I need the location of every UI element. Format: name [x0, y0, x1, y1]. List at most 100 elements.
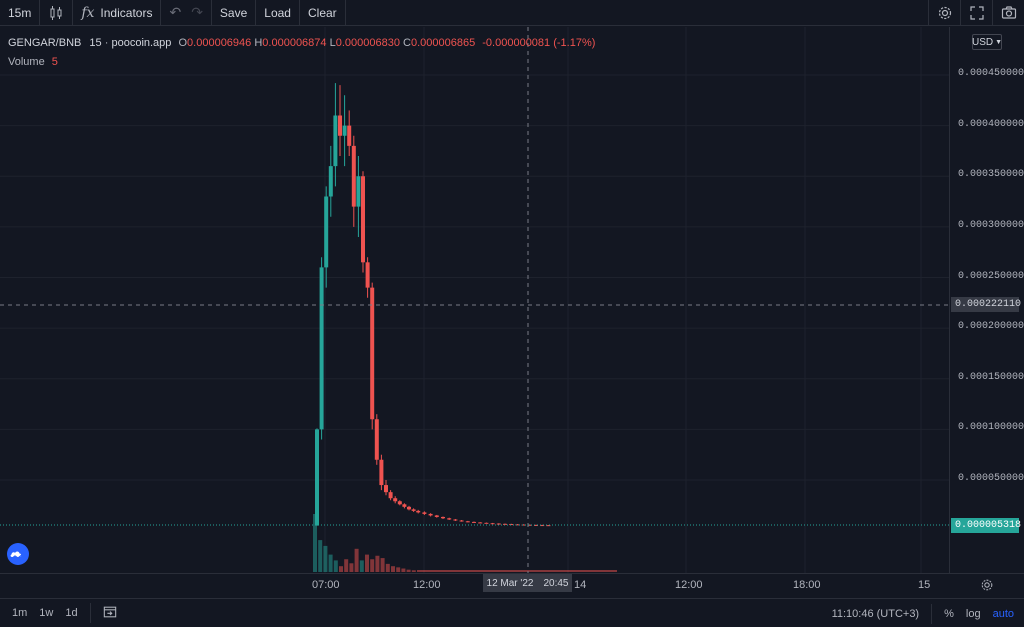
candle-body — [496, 523, 501, 525]
toolbar-divider — [72, 0, 74, 26]
tradingview-logo[interactable] — [7, 543, 29, 565]
symbol-name[interactable]: GENGAR/BNB — [8, 37, 82, 49]
candle-body — [338, 115, 342, 136]
toolbar-divider — [160, 0, 162, 26]
price-tick-label: 0.000450000 — [958, 68, 1024, 79]
candle-body — [434, 515, 439, 517]
close-label: C — [403, 37, 411, 49]
toolbar-divider — [344, 0, 346, 26]
candle-body — [361, 176, 365, 263]
gear-icon — [938, 6, 951, 20]
settings-button[interactable] — [928, 0, 960, 26]
screenshot-button[interactable] — [992, 0, 1024, 26]
indicators-button[interactable]: fx Indicators — [73, 0, 160, 26]
price-tick-label: 0.000300000 — [958, 219, 1024, 231]
candle-body — [388, 492, 393, 499]
load-button[interactable]: Load — [264, 5, 291, 20]
camera-icon — [1001, 6, 1016, 19]
top-toolbar: 15m fx Indicators ↶ ↷ Save Load Clear — [0, 0, 1024, 26]
clock[interactable]: 11:10:46 (UTC+3) — [831, 607, 920, 620]
candle-body — [319, 267, 324, 430]
crosshair-time: 20:45 — [543, 577, 569, 589]
volume-bar — [313, 514, 317, 572]
volume-bar — [417, 570, 617, 572]
bottom-right: 11:10:46 (UTC+3) % log auto — [826, 599, 1024, 627]
percent-toggle[interactable]: % — [944, 607, 954, 620]
candle-body — [328, 166, 333, 197]
undo-button[interactable]: ↶ — [161, 0, 189, 26]
candle-body — [428, 513, 433, 516]
candles — [315, 83, 551, 527]
volume-bar — [349, 563, 354, 572]
price-tick-label: 0.000350000 — [958, 169, 1024, 181]
candle-body — [324, 196, 329, 268]
candle-body — [384, 485, 388, 493]
candle-body — [402, 504, 407, 507]
volume-bar — [328, 554, 333, 572]
price-tick-label: 0.000050000 — [958, 473, 1024, 484]
toolbar-right — [928, 0, 1024, 26]
candle-body — [490, 523, 495, 525]
legend-interval: 15 — [89, 37, 102, 49]
candle-body — [465, 521, 470, 523]
time-label: 18:00 — [793, 579, 821, 591]
range-1m-button[interactable]: 1m — [12, 607, 28, 619]
interval-button[interactable]: 15m — [8, 5, 32, 20]
volume-bar — [365, 554, 369, 572]
toolbar-divider — [210, 0, 212, 26]
candle-body — [393, 498, 398, 502]
volume-label[interactable]: Volume — [8, 56, 45, 68]
price-chart[interactable] — [0, 27, 949, 573]
volume-bar — [380, 558, 385, 572]
volume-bar — [370, 559, 375, 572]
calendar-arrow-icon — [103, 606, 116, 617]
candle-body — [342, 125, 347, 136]
candle-body — [315, 429, 319, 526]
crosshair-price-label: 0.000222110 — [951, 297, 1021, 312]
volume-bar — [333, 560, 338, 572]
save-button[interactable]: Save — [219, 5, 248, 20]
goto-date-button[interactable] — [97, 605, 123, 622]
volume-bar — [359, 560, 364, 572]
chart-type-button[interactable] — [40, 0, 72, 26]
price-tick-label: 0.000200000 — [958, 321, 1024, 333]
candle-body — [416, 510, 421, 513]
gear-icon — [981, 579, 993, 591]
price-axis[interactable] — [949, 27, 1024, 573]
currency-select[interactable]: USD ▼ — [972, 34, 1002, 50]
range-1d-button[interactable]: 1d — [65, 607, 78, 619]
toolbar-divider — [89, 603, 91, 623]
ohlc-legend: GENGAR/BNB 15 · poocoin.app O0.000006946… — [8, 37, 595, 49]
open-value: 0.000006946 — [187, 37, 252, 49]
toolbar-divider — [39, 0, 41, 26]
time-axis[interactable] — [0, 573, 1024, 597]
candle-body — [407, 506, 411, 510]
change-value: -0.000000081 (-1.17%) — [482, 37, 596, 49]
function-icon: fx — [81, 4, 95, 21]
bottom-toolbar: 1m 1w 1d 11:10:46 (UTC+3) % log auto — [0, 598, 1024, 627]
clear-button[interactable]: Clear — [307, 5, 337, 20]
volume-bar — [318, 540, 323, 572]
price-tick-label: 0.000100000 — [958, 422, 1024, 434]
fullscreen-button[interactable] — [960, 0, 992, 26]
data-source: poocoin.app — [111, 37, 172, 49]
candle-body — [374, 419, 379, 460]
high-value: 0.000006874 — [262, 37, 327, 49]
time-label: 12:00 — [413, 579, 441, 591]
log-toggle[interactable]: log — [965, 607, 981, 620]
time-label: 07:00 — [312, 579, 340, 591]
volume-value: 5 — [51, 56, 58, 68]
volume-bar — [411, 570, 416, 572]
toolbar-divider — [255, 0, 257, 26]
volume-bar — [406, 569, 411, 572]
candle-body — [447, 518, 452, 520]
redo-button[interactable]: ↷ — [189, 0, 211, 26]
open-label: O — [178, 37, 188, 49]
volume-bar — [396, 567, 401, 572]
range-1w-button[interactable]: 1w — [39, 607, 54, 619]
axis-settings-button[interactable] — [980, 578, 994, 595]
volume-bars — [313, 514, 617, 572]
candle-body — [441, 516, 445, 519]
auto-toggle[interactable]: auto — [992, 607, 1014, 620]
crosshair-time-label: 12 Mar '22 20:45 — [483, 574, 572, 592]
